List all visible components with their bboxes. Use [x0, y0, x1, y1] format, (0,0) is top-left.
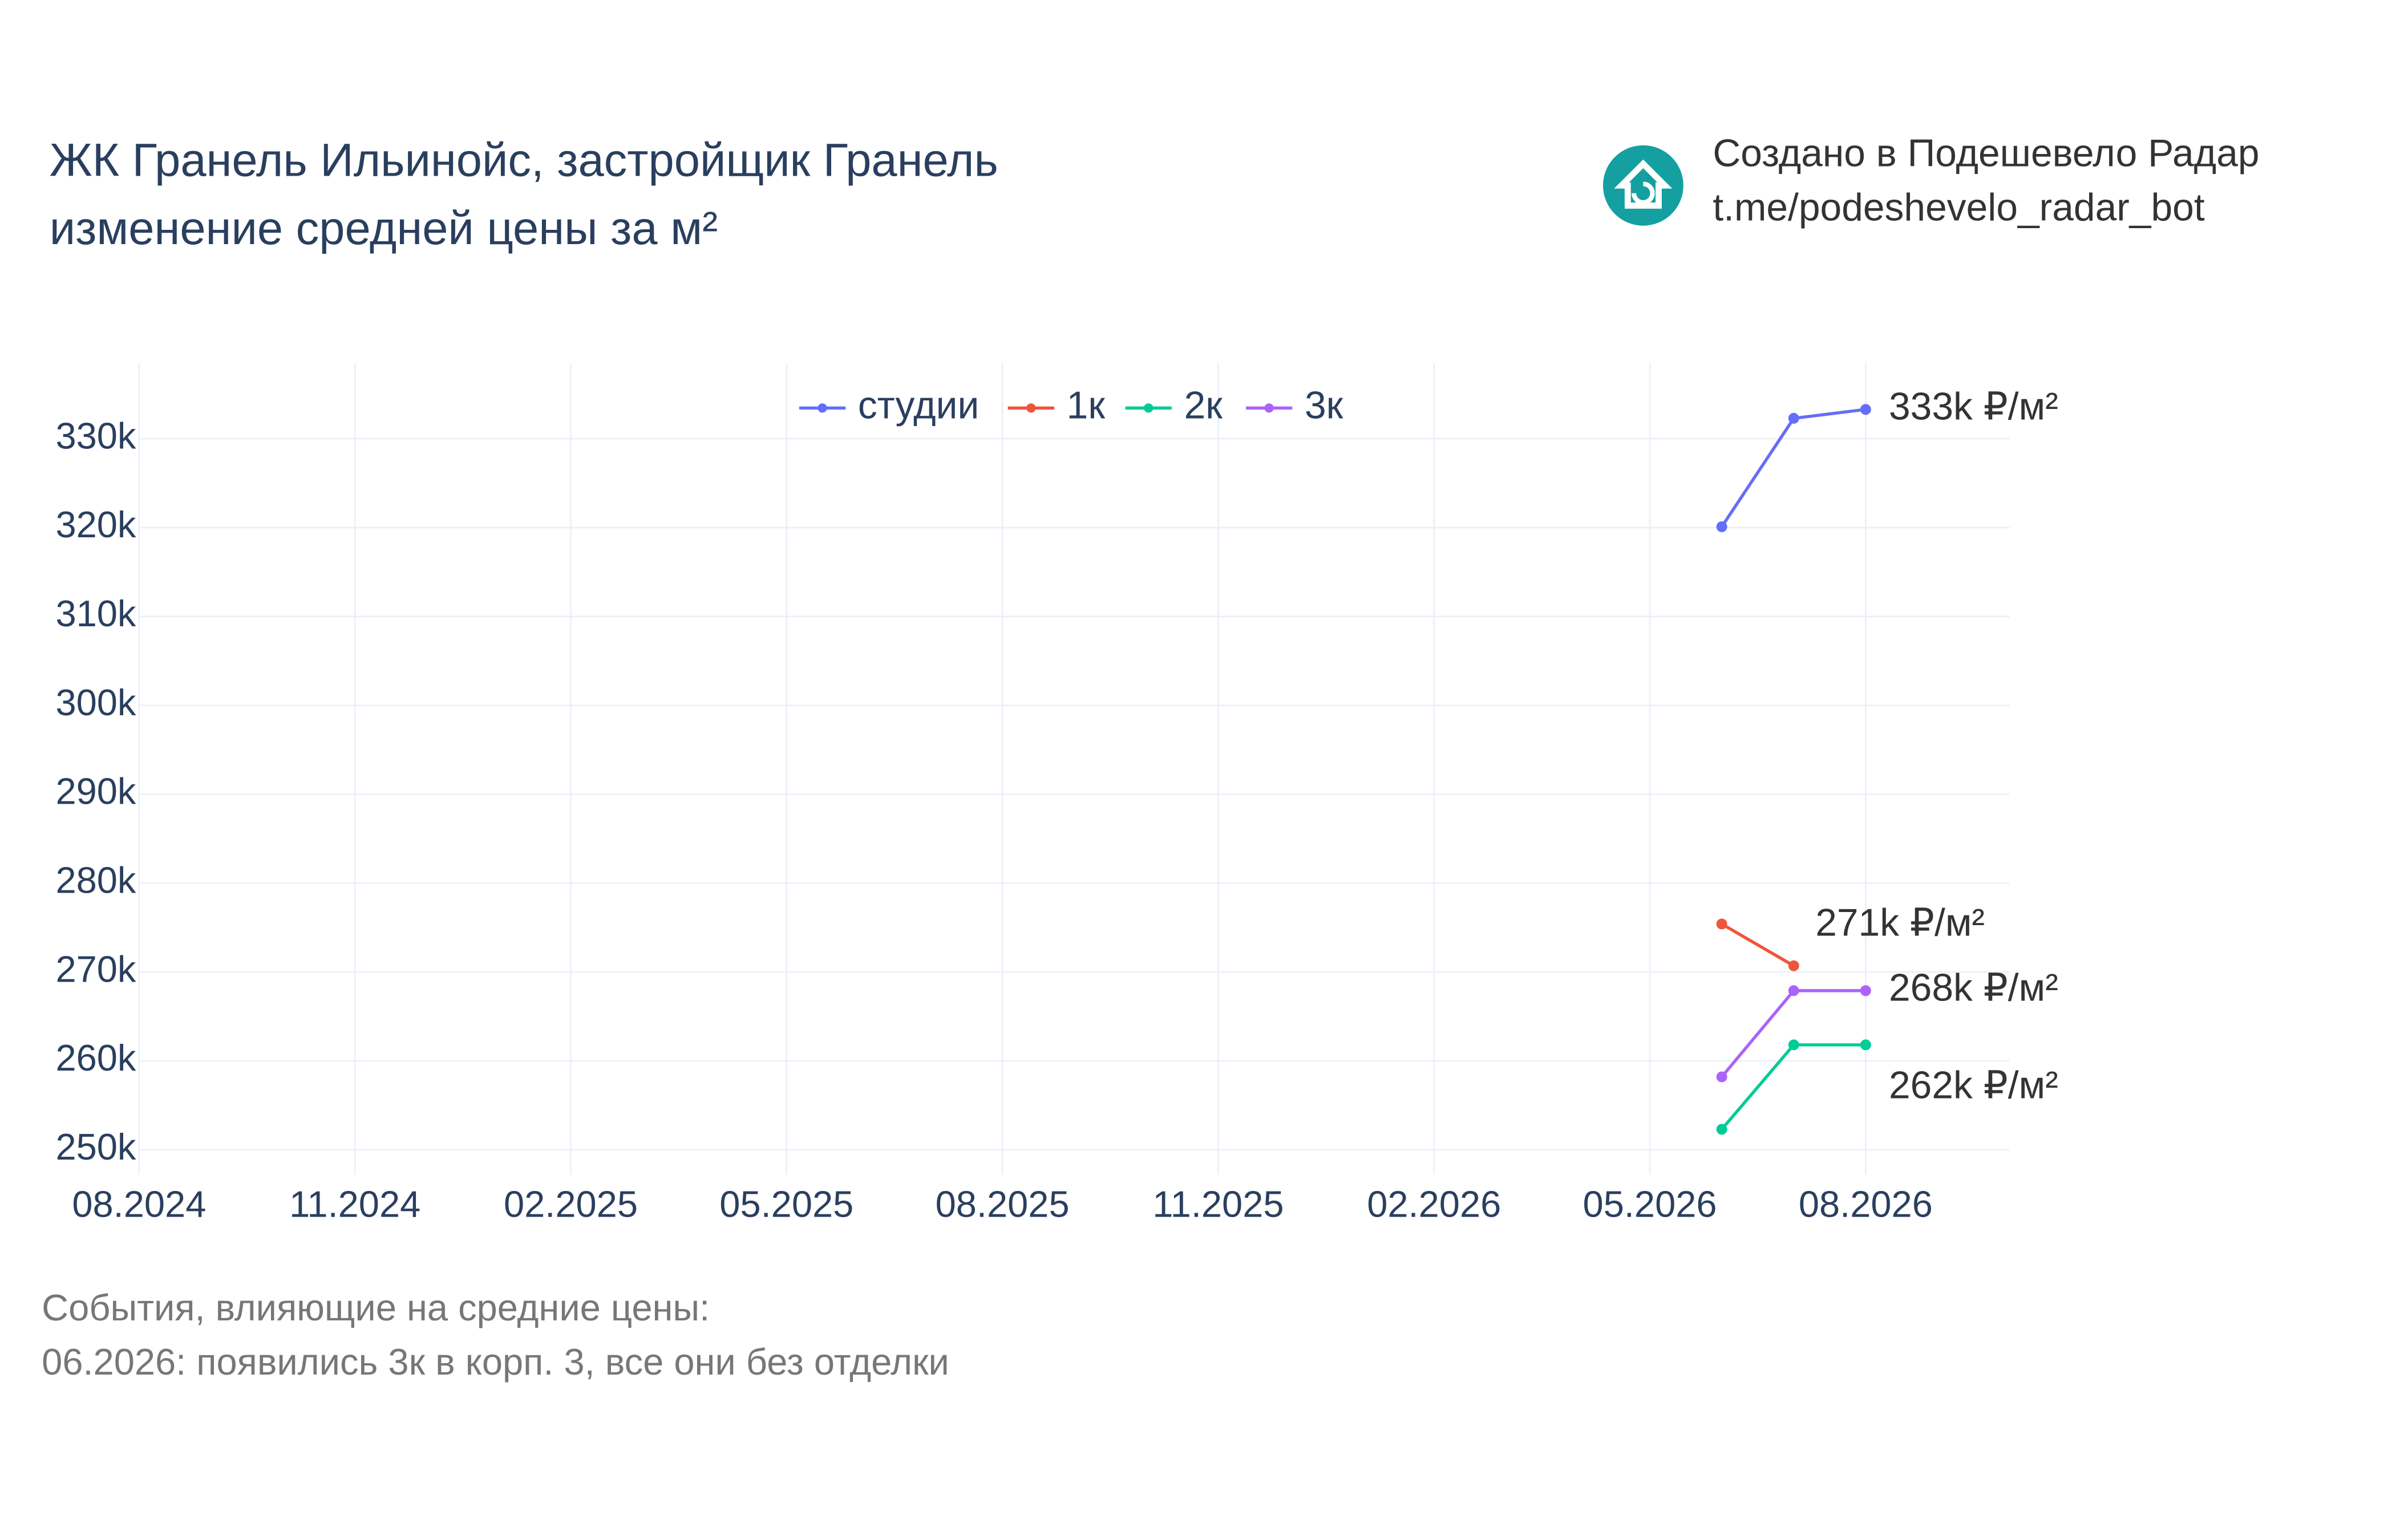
x-tick-label: 08.2024 — [72, 1183, 206, 1225]
y-tick-label: 290k — [55, 771, 136, 812]
chart-title: изменение средней цены за м² — [50, 202, 718, 254]
y-tick-label: 320k — [55, 504, 136, 545]
x-tick-label: 11.2025 — [1152, 1183, 1284, 1225]
legend-dot — [817, 403, 827, 413]
legend-dot — [1144, 403, 1154, 413]
data-point — [1716, 1071, 1727, 1083]
data-point — [1716, 1124, 1727, 1135]
data-point — [1788, 985, 1799, 996]
y-tick-label: 310k — [55, 593, 136, 634]
data-point — [1788, 1039, 1799, 1051]
y-tick-label: 260k — [55, 1037, 136, 1079]
chart-title: ЖК Гранель Ильинойс, застройщик Гранель — [50, 135, 998, 187]
data-point — [1788, 960, 1799, 971]
data-point — [1788, 412, 1799, 424]
x-tick-label: 05.2026 — [1583, 1183, 1717, 1225]
x-tick-label: 08.2025 — [936, 1183, 1070, 1225]
legend-label: 3к — [1305, 384, 1343, 427]
plot: 08.2024 11.2024 02.2025 05.2025 08.2025 11.20… — [55, 363, 2058, 1225]
end-label: 271k ₽/м² — [1815, 902, 1985, 945]
data-point — [1860, 1039, 1871, 1051]
credit: Создано в Подешевело Радар — [1713, 132, 2259, 175]
x-tick-label: 08.2026 — [1799, 1183, 1933, 1225]
data-point — [1716, 918, 1727, 930]
y-tick-label: 250k — [55, 1126, 136, 1168]
y-tick-label: 270k — [55, 948, 136, 990]
legend-label: 1к — [1067, 384, 1106, 427]
legend-label: студии — [858, 384, 979, 427]
x-tick-label: 02.2025 — [504, 1183, 638, 1225]
legend-dot — [1026, 403, 1036, 413]
y-tick-label: 280k — [55, 859, 136, 901]
end-label: 268k ₽/м² — [1889, 967, 2058, 1010]
series-line — [1721, 922, 1795, 967]
note: 06.2026: появились 3к в корп. 3, все они… — [42, 1341, 949, 1383]
end-label: 262k ₽/м² — [1889, 1064, 2058, 1107]
y-tick-label: 300k — [55, 682, 136, 723]
credit: t.me/podeshevelo_radar_bot — [1713, 186, 2205, 229]
legend-label: 2к — [1184, 384, 1223, 427]
end-label: 333k ₽/м² — [1889, 386, 2058, 428]
data-point — [1860, 985, 1871, 996]
logo — [1602, 145, 1683, 226]
note: События, влияющие на средние цены: — [42, 1287, 710, 1328]
legend-dot — [1264, 403, 1274, 413]
x-tick-label: 05.2025 — [719, 1183, 853, 1225]
x-tick-label: 11.2024 — [289, 1183, 420, 1225]
data-point — [1860, 404, 1871, 415]
y-tick-label: 330k — [55, 415, 136, 456]
data-point — [1716, 521, 1727, 532]
x-tick-label: 02.2026 — [1367, 1183, 1501, 1225]
